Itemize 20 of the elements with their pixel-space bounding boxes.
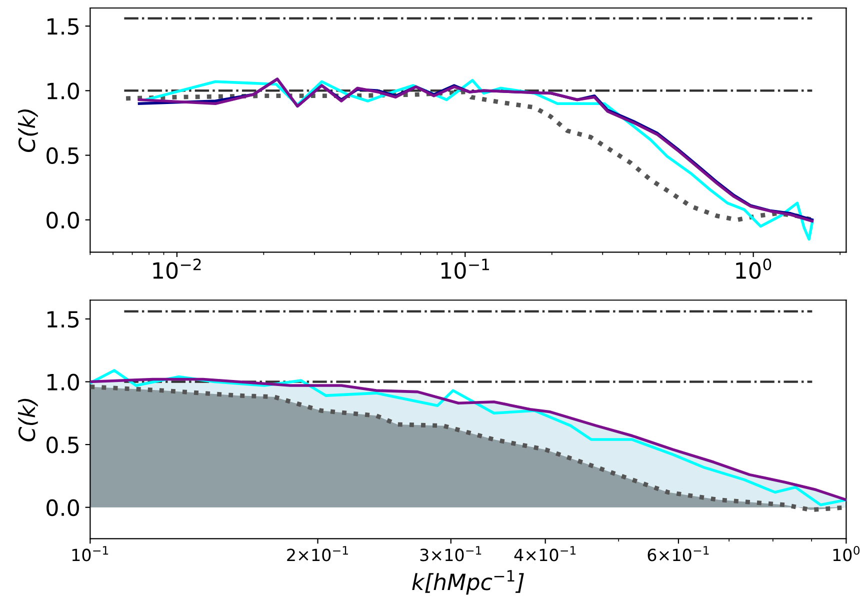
x-tick-label: 10$^{−1}$ — [441, 258, 489, 279]
x-tick-label: 10$^{−2}$ — [153, 258, 201, 279]
x-tick-label: 4×10$^{−1}$ — [514, 546, 576, 562]
y-tick-label: 1.5 — [48, 18, 79, 35]
y-tick-label: 0.5 — [46, 147, 79, 164]
y-tick-label: 1.0 — [48, 374, 79, 391]
x-tick-label: 10$^{−1}$ — [72, 546, 108, 562]
y-tick-label: 1.5 — [48, 311, 79, 328]
x-tick-label: 10$^{0}$ — [736, 258, 772, 279]
x-tick-label: 6×10$^{−1}$ — [648, 546, 709, 562]
y-axis-title: C(k) — [18, 398, 38, 442]
x-tick-label: 10$^{0}$ — [833, 546, 860, 562]
y-tick-label: 0.5 — [46, 436, 79, 454]
x-tick-label: 3×10$^{−1}$ — [420, 546, 482, 562]
y-axis-title: C(k) — [18, 109, 38, 152]
y-tick-label: 1.0 — [48, 82, 79, 100]
y-tick-label: 0.0 — [46, 499, 79, 516]
x-axis-title: k[hMpc$^{−1}$] — [412, 570, 524, 595]
y-tick-label: 0.0 — [46, 212, 79, 229]
x-tick-label: 2×10$^{−1}$ — [287, 546, 348, 562]
